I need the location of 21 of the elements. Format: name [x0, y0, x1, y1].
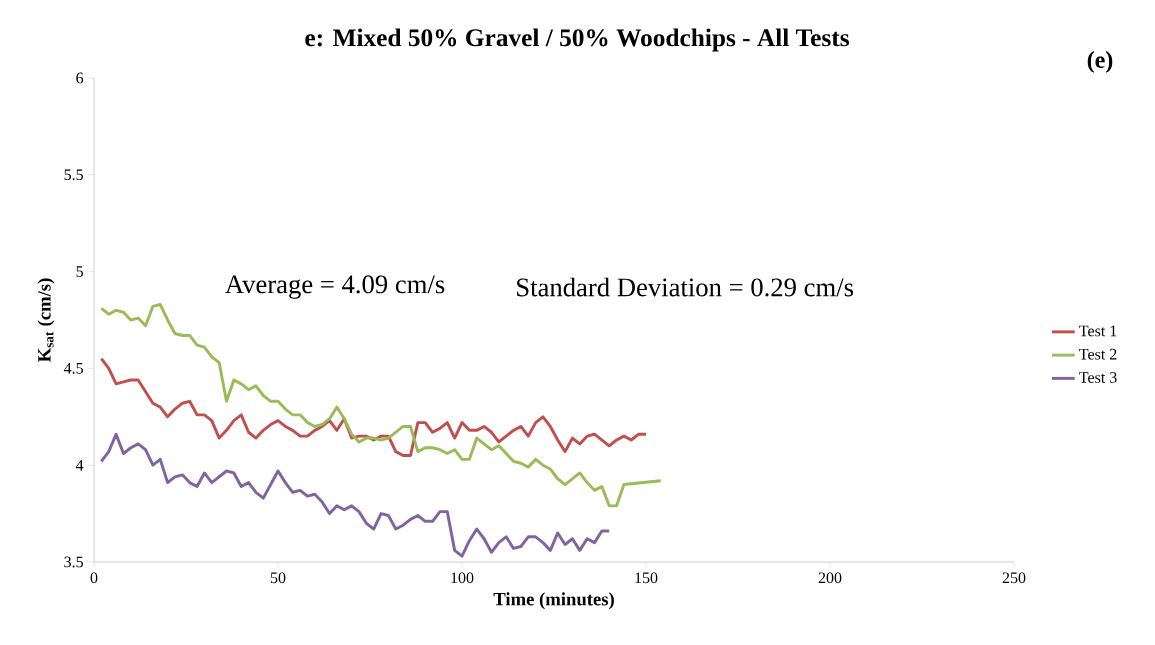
x-tick-label: 150	[635, 572, 658, 584]
x-axis-title: Time (minutes)	[493, 592, 614, 610]
y-tick-label: 6	[76, 72, 84, 84]
y-tick-label: 4	[75, 459, 84, 471]
y-axis-title: K$_{sat}$ (cm/s)	[37, 278, 55, 362]
legend-label: Test 2	[1079, 348, 1117, 360]
legend-label: Test 1	[1079, 325, 1117, 337]
x-tick-label: 0	[90, 572, 98, 584]
x-tick-label: 50	[270, 572, 286, 584]
x-tick-label: 100	[451, 572, 474, 584]
x-tick-label: 250	[1002, 572, 1026, 584]
annotation: Standard Deviation = 0.29 cm/s	[517, 277, 854, 297]
y-tick-label: 3.5	[64, 556, 83, 568]
chart-title: e: Mixed 50% Gravel / 50% Woodchips - All Tests	[305, 28, 849, 52]
legend-label: Test 3	[1079, 372, 1117, 383]
y-tick-label: 5	[76, 266, 83, 277]
text: (e)	[1087, 51, 1113, 73]
y-tick-label: 4.5	[63, 363, 83, 374]
x-tick-label: 200	[818, 572, 842, 584]
annotation: Average = 4.09 cm/s	[225, 275, 445, 299]
y-tick-label: 5.5	[64, 169, 83, 181]
